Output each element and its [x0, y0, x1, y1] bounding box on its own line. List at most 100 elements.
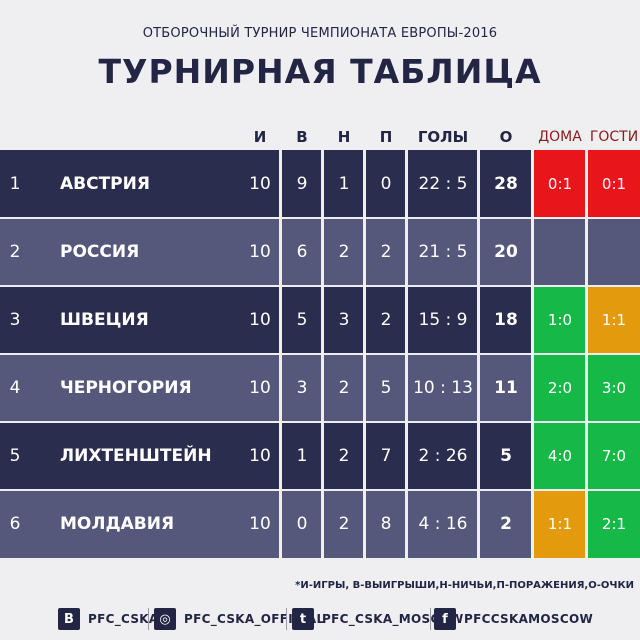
column-divider — [363, 286, 366, 354]
row-divider — [0, 285, 640, 287]
column-divider — [279, 490, 282, 558]
social-vk[interactable]: В PFC_CSKA — [58, 606, 158, 632]
table-row: 3 ШВЕЦИЯ 10 5 3 2 15 : 9 18 1:0 1:1 — [0, 286, 640, 354]
row-team-name: РОССИЯ — [60, 242, 140, 262]
social-facebook-label: PFCCSKAMOSCOW — [464, 612, 593, 626]
social-instagram-label: PFC_CSKA_OFFICIAL — [184, 612, 325, 626]
table-row: 4 ЧЕРНОГОРИЯ 10 3 2 5 10 : 13 11 2:0 3:0 — [0, 354, 640, 422]
row-won: 9 — [296, 174, 308, 194]
social-instagram[interactable]: ◎ PFC_CSKA_OFFICIAL — [154, 606, 324, 632]
column-divider — [585, 286, 588, 354]
column-divider — [405, 218, 408, 286]
row-lost: 2 — [380, 310, 392, 330]
social-divider — [286, 608, 287, 630]
column-divider — [279, 150, 282, 218]
row-drawn: 1 — [338, 174, 350, 194]
column-header-lost: П — [379, 128, 393, 146]
column-divider — [585, 490, 588, 558]
column-divider — [405, 490, 408, 558]
column-divider — [531, 286, 534, 354]
table-row: 6 МОЛДАВИЯ 10 0 2 8 4 : 16 2 1:1 2:1 — [0, 490, 640, 558]
column-divider — [585, 422, 588, 490]
row-position: 6 — [9, 514, 21, 534]
column-divider — [279, 218, 282, 286]
row-position: 5 — [9, 446, 21, 466]
row-position: 1 — [9, 174, 21, 194]
page-title: ТУРНИРНАЯ ТАБЛИЦА — [98, 52, 542, 91]
table-row: 2 РОССИЯ 10 6 2 2 21 : 5 20 — [0, 218, 640, 286]
column-header-home: ДОМА — [538, 129, 582, 145]
row-team-name: ЛИХТЕНШТЕЙН — [60, 446, 212, 466]
column-divider — [321, 354, 324, 422]
column-divider — [405, 150, 408, 218]
row-drawn: 2 — [338, 378, 350, 398]
legend-note: *И-ИГРЫ, В-ВЫИГРЫШИ,Н-НИЧЬИ,П-ПОРАЖЕНИЯ,… — [295, 580, 634, 591]
social-divider — [430, 608, 431, 630]
row-home-result — [534, 218, 586, 286]
social-twitter[interactable]: t PFC_CSKA_MOSCOW — [292, 606, 464, 632]
row-points: 11 — [494, 378, 518, 398]
row-home-result: 0:1 — [534, 150, 586, 218]
row-team-name: ЧЕРНОГОРИЯ — [60, 378, 192, 398]
column-header-away: ГОСТИ — [589, 129, 639, 145]
row-team-name: МОЛДАВИЯ — [60, 514, 175, 534]
column-divider — [477, 286, 480, 354]
column-divider — [321, 286, 324, 354]
row-played: 10 — [249, 174, 271, 194]
row-played: 10 — [249, 378, 271, 398]
row-points: 28 — [494, 174, 518, 194]
row-away-result: 2:1 — [588, 490, 640, 558]
column-header-won: В — [296, 128, 308, 146]
row-points: 20 — [494, 242, 518, 262]
social-facebook[interactable]: f PFCCSKAMOSCOW — [434, 606, 593, 632]
table-row: 1 АВСТРИЯ 10 9 1 0 22 : 5 28 0:1 0:1 — [0, 150, 640, 218]
row-home-result: 1:1 — [534, 490, 586, 558]
row-drawn: 2 — [338, 446, 350, 466]
column-divider — [363, 422, 366, 490]
row-home-result: 2:0 — [534, 354, 586, 422]
row-divider — [0, 489, 640, 491]
column-header-goals: ГОЛЫ — [417, 128, 469, 146]
row-lost: 2 — [380, 242, 392, 262]
row-away-result: 0:1 — [588, 150, 640, 218]
column-divider — [363, 150, 366, 218]
row-home-result: 4:0 — [534, 422, 586, 490]
column-divider — [405, 422, 408, 490]
column-divider — [279, 354, 282, 422]
row-goals: 22 : 5 — [418, 174, 468, 194]
column-header-drawn: Н — [337, 128, 351, 146]
row-team-name: ШВЕЦИЯ — [60, 310, 149, 330]
row-divider — [0, 421, 640, 423]
column-divider — [477, 490, 480, 558]
instagram-icon: ◎ — [154, 608, 176, 630]
column-divider — [279, 286, 282, 354]
vk-icon: В — [58, 608, 80, 630]
column-divider — [531, 218, 534, 286]
row-goals: 2 : 26 — [418, 446, 468, 466]
table-row: 5 ЛИХТЕНШТЕЙН 10 1 2 7 2 : 26 5 4:0 7:0 — [0, 422, 640, 490]
row-lost: 0 — [380, 174, 392, 194]
column-divider — [585, 150, 588, 218]
row-home-result: 1:0 — [534, 286, 586, 354]
row-away-result: 7:0 — [588, 422, 640, 490]
column-divider — [321, 150, 324, 218]
row-played: 10 — [249, 446, 271, 466]
column-divider — [321, 490, 324, 558]
row-goals: 10 : 13 — [413, 378, 473, 398]
row-won: 1 — [296, 446, 308, 466]
row-drawn: 2 — [338, 514, 350, 534]
row-drawn: 2 — [338, 242, 350, 262]
row-position: 2 — [9, 242, 21, 262]
column-header-points: О — [499, 128, 513, 146]
page-subtitle: ОТБОРОЧНЫЙ ТУРНИР ЧЕМПИОНАТА ЕВРОПЫ-2016 — [142, 26, 498, 41]
row-goals: 4 : 16 — [418, 514, 468, 534]
row-away-result: 1:1 — [588, 286, 640, 354]
column-divider — [477, 218, 480, 286]
column-divider — [531, 150, 534, 218]
column-divider — [477, 422, 480, 490]
twitter-icon: t — [292, 608, 314, 630]
row-won: 0 — [296, 514, 308, 534]
row-points: 18 — [494, 310, 518, 330]
row-away-result: 3:0 — [588, 354, 640, 422]
row-lost: 8 — [380, 514, 392, 534]
